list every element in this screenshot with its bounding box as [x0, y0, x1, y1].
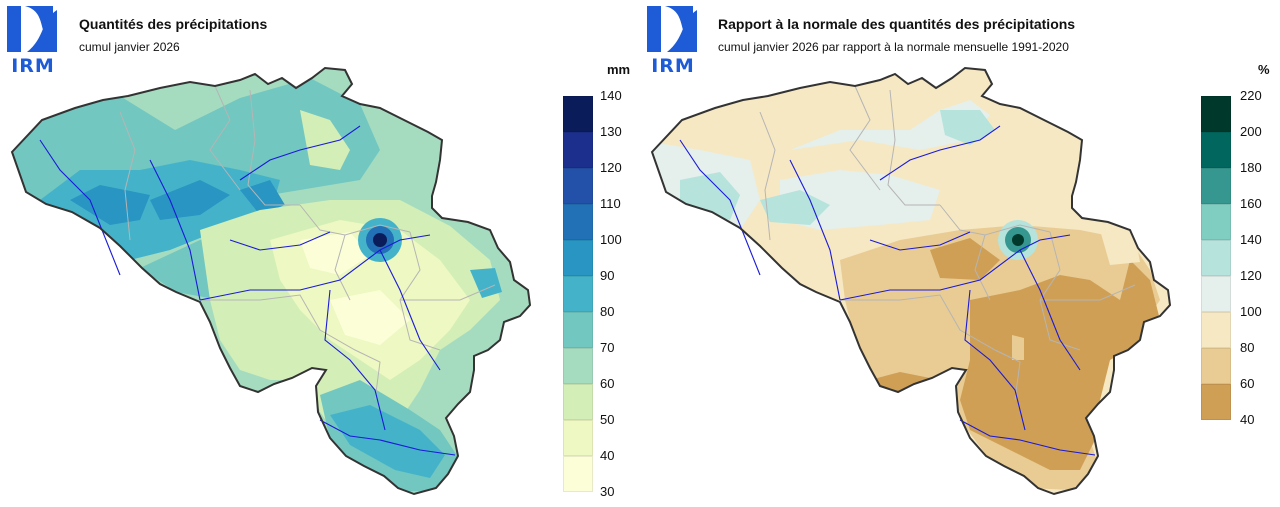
legend-swatch [563, 240, 593, 276]
map-title: Rapport à la normale des quantités des p… [718, 16, 1076, 32]
zone-40-60-east [960, 260, 1160, 470]
legend-tick-label: 100 [1240, 304, 1262, 319]
zone-90-100-b [150, 180, 230, 220]
belgium-ratio-map [651, 67, 1171, 495]
legend-unit: mm [607, 62, 631, 77]
irm-logo-text: IRM [651, 55, 695, 77]
legend-tick-label: 40 [600, 448, 615, 463]
zone-90-100-a [70, 185, 150, 225]
legend-swatch [563, 348, 593, 384]
legend-swatch [1201, 348, 1231, 384]
legend-tick-label: 160 [1240, 196, 1262, 211]
legend-swatch [563, 204, 593, 240]
legend-tick-label: 40 [1240, 412, 1255, 427]
irm-logo-text: IRM [11, 55, 55, 77]
irm-logo-mark-icon [647, 6, 697, 52]
belgium-precipitation-map [11, 67, 531, 495]
zone-80-100-pocket [1100, 230, 1140, 265]
legend-tick-label: 140 [1240, 232, 1262, 247]
province-borders [759, 85, 1136, 401]
legend-tick-label: 140 [600, 88, 622, 103]
legend-tick-label: 30 [600, 484, 615, 499]
zone-100-120-north [790, 100, 990, 150]
legend-tick-label: 60 [600, 376, 615, 391]
legend-tick-label: 120 [600, 160, 622, 175]
ratio-map-panel: IRM Rapport à la normale des quantités d… [640, 0, 1280, 507]
legend-swatch [1201, 276, 1231, 312]
zone-30-40-b [330, 290, 410, 345]
legend-unit: % [1258, 62, 1270, 77]
zone-30-40-a [300, 232, 370, 275]
legend-tick-label: 80 [1240, 340, 1255, 355]
legend-tick-label: 130 [600, 124, 622, 139]
legend-tick-label: 220 [1240, 88, 1262, 103]
map-title: Quantités des précipitations [79, 16, 268, 32]
zone-80-90-east [470, 268, 502, 298]
zone-60-80-pocket [1012, 335, 1024, 360]
precipitation-map-panel: IRM Quantités des précipitations cumul j… [7, 6, 631, 499]
legend-swatch [563, 312, 593, 348]
legend-tick-label: 80 [600, 304, 615, 319]
zone-40-60-center [930, 238, 1000, 280]
legend-tick-label: 60 [1240, 376, 1255, 391]
legend-swatch [563, 96, 593, 132]
legend-swatch [1201, 204, 1231, 240]
map-subtitle: cumul janvier 2026 par rapport à la norm… [718, 40, 1069, 54]
province-borders [119, 85, 496, 401]
legend-swatch [563, 384, 593, 420]
irm-logo: IRM [647, 6, 699, 77]
color-legend [563, 96, 593, 492]
legend-tick-label: 110 [600, 196, 621, 211]
legend-swatch [563, 168, 593, 204]
legend-tick-label: 120 [1240, 268, 1262, 283]
legend-swatch [1201, 384, 1231, 420]
legend-swatch [563, 420, 593, 456]
legend-swatch [1201, 96, 1231, 132]
legend-swatch [1201, 312, 1231, 348]
legend-swatch [563, 132, 593, 168]
legend-swatch [563, 276, 593, 312]
legend-tick-label: 100 [600, 232, 622, 247]
legend-tick-label: 70 [600, 340, 615, 355]
irm-logo: IRM [7, 6, 59, 77]
legend-tick-label: 180 [1240, 160, 1262, 175]
legend-swatch [1201, 168, 1231, 204]
color-legend [1201, 96, 1231, 420]
map-subtitle: cumul janvier 2026 [79, 40, 180, 54]
legend-tick-label: 90 [600, 268, 615, 283]
zone-120-140-b [760, 190, 830, 225]
rivers [679, 125, 1096, 456]
legend-swatch [563, 456, 593, 492]
zone-50-60-east [300, 110, 350, 170]
legend-tick-label: 50 [600, 412, 615, 427]
rivers [39, 125, 456, 456]
legend-swatch [1201, 132, 1231, 168]
legend-tick-label: 200 [1240, 124, 1262, 139]
legend-swatch [1201, 240, 1231, 276]
zone-120-140-c [940, 110, 995, 145]
irm-logo-mark-icon [7, 6, 57, 52]
